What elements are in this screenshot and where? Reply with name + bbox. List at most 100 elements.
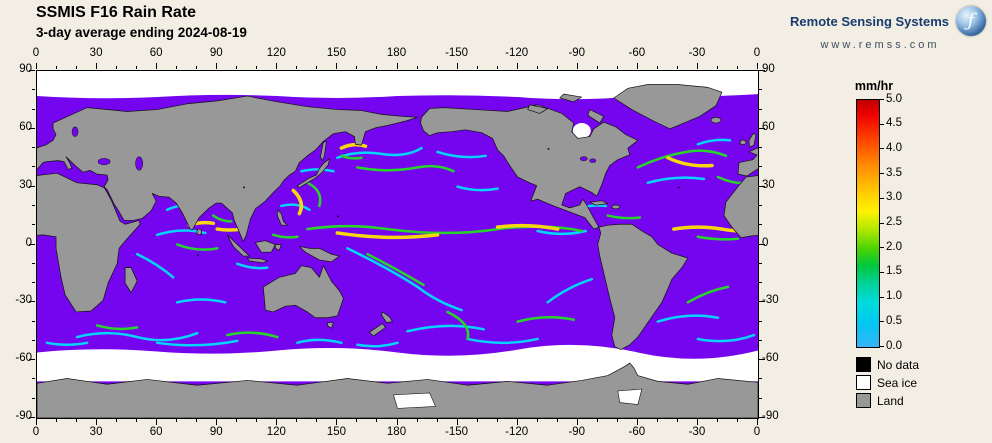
sea-ice-layer bbox=[37, 71, 758, 382]
lon-tick bbox=[396, 63, 398, 69]
lat-tick-label-left: -90 bbox=[15, 410, 32, 422]
lon-tick bbox=[536, 66, 538, 69]
legend-item: Land bbox=[856, 393, 919, 408]
lon-tick bbox=[516, 63, 518, 69]
lon-tick bbox=[456, 419, 458, 425]
lon-tick-label-bottom: -120 bbox=[505, 426, 529, 438]
lat-tick bbox=[29, 359, 35, 361]
lon-tick-label-top: 150 bbox=[326, 47, 346, 59]
lon-tick bbox=[757, 419, 758, 425]
lon-tick bbox=[736, 419, 738, 422]
lat-tick bbox=[759, 204, 762, 206]
lat-tick-label-left: -30 bbox=[15, 294, 32, 307]
lon-tick bbox=[216, 419, 218, 425]
legend-label: Sea ice bbox=[877, 375, 918, 390]
lon-tick bbox=[376, 419, 378, 422]
lon-tick bbox=[736, 66, 738, 69]
lon-tick-label-bottom: 150 bbox=[326, 426, 346, 438]
sulawesi bbox=[274, 244, 282, 251]
lat-tick bbox=[29, 185, 35, 187]
globe-glyph: ƒ bbox=[967, 10, 975, 31]
lon-tick-label-top: 60 bbox=[149, 47, 163, 59]
lon-tick-label-bottom: 180 bbox=[386, 426, 407, 438]
lat-tick bbox=[32, 339, 35, 341]
lon-tick bbox=[96, 419, 98, 425]
great-lakes-east bbox=[589, 158, 597, 163]
lat-tick bbox=[32, 204, 35, 206]
lat-tick-label-right: 0 bbox=[762, 236, 769, 249]
lon-tick bbox=[236, 66, 238, 69]
legend-item: No data bbox=[856, 357, 919, 372]
lon-tick-label-top: 90 bbox=[209, 47, 223, 59]
lat-tick bbox=[32, 282, 35, 284]
lon-tick bbox=[596, 66, 598, 69]
lon-tick bbox=[336, 63, 338, 69]
lat-tick bbox=[759, 185, 765, 187]
lon-tick bbox=[456, 63, 458, 69]
lat-tick-label-right: -30 bbox=[762, 294, 779, 307]
lon-tick bbox=[436, 419, 438, 422]
lon-tick-label-bottom: -90 bbox=[568, 426, 586, 438]
new-zealand-north bbox=[381, 311, 393, 323]
lat-tick-label-left: 0 bbox=[25, 236, 32, 249]
lon-tick bbox=[76, 66, 78, 69]
lon-tick-label-top: 120 bbox=[266, 47, 286, 59]
lon-tick bbox=[336, 419, 338, 425]
remss-logo[interactable]: Remote Sensing Systems ƒ www.remss.com bbox=[776, 6, 986, 51]
colorbar-tick bbox=[880, 321, 884, 323]
lat-tick bbox=[32, 166, 35, 168]
world-rain-map bbox=[37, 71, 758, 418]
lat-tick bbox=[759, 359, 765, 361]
colorbar-tick-label: 2.5 bbox=[886, 216, 902, 228]
lon-tick-label-top: -30 bbox=[688, 47, 706, 59]
lat-tick bbox=[759, 397, 762, 399]
lon-tick bbox=[356, 419, 358, 422]
lat-tick bbox=[29, 301, 35, 303]
lon-tick bbox=[296, 66, 298, 69]
lat-tick-label-left: -60 bbox=[15, 352, 32, 365]
japan bbox=[297, 158, 330, 188]
lat-tick bbox=[32, 320, 35, 322]
colorbar-tick-label: 4.5 bbox=[886, 117, 902, 130]
sumatra bbox=[226, 234, 250, 257]
logo-text[interactable]: Remote Sensing Systems bbox=[790, 13, 949, 29]
lon-tick bbox=[176, 66, 178, 69]
lon-tick bbox=[176, 419, 178, 422]
lon-tick bbox=[496, 66, 498, 69]
lon-tick bbox=[116, 66, 118, 69]
lon-tick bbox=[656, 419, 658, 422]
lat-tick bbox=[32, 108, 35, 110]
lon-tick-label-bottom: -30 bbox=[688, 426, 706, 438]
lon-tick bbox=[656, 66, 658, 69]
logo-url-link[interactable]: www.remss.com bbox=[820, 39, 940, 51]
rain-layer bbox=[45, 138, 758, 348]
lon-tick bbox=[556, 419, 558, 422]
lon-tick-label-top: -90 bbox=[568, 47, 586, 59]
lon-tick bbox=[356, 66, 358, 69]
north-america bbox=[420, 104, 639, 230]
sakhalin bbox=[320, 141, 327, 161]
lat-tick bbox=[759, 320, 762, 322]
lat-tick-label-right: 60 bbox=[762, 120, 775, 133]
iceland bbox=[710, 116, 722, 124]
lon-tick bbox=[616, 419, 618, 422]
lon-tick bbox=[376, 66, 378, 69]
lat-tick bbox=[759, 243, 765, 245]
lat-tick bbox=[32, 89, 35, 91]
lat-tick bbox=[32, 262, 35, 264]
lon-tick bbox=[76, 419, 78, 422]
colorbar-tick bbox=[880, 148, 884, 150]
lon-tick bbox=[316, 66, 318, 69]
lat-tick bbox=[759, 166, 762, 168]
lat-tick bbox=[759, 282, 762, 284]
lon-tick bbox=[616, 66, 618, 69]
colorbar-tick-label: 5.0 bbox=[886, 92, 902, 105]
lon-tick-label-top: 0 bbox=[32, 47, 40, 59]
lat-tick bbox=[759, 378, 762, 380]
lon-tick bbox=[716, 419, 718, 422]
ice-shelf-layer bbox=[393, 388, 643, 409]
lon-tick bbox=[36, 419, 37, 425]
lon-tick-label-top: 30 bbox=[89, 47, 103, 59]
hispaniola bbox=[611, 204, 621, 210]
colorbar-tick bbox=[880, 173, 884, 175]
